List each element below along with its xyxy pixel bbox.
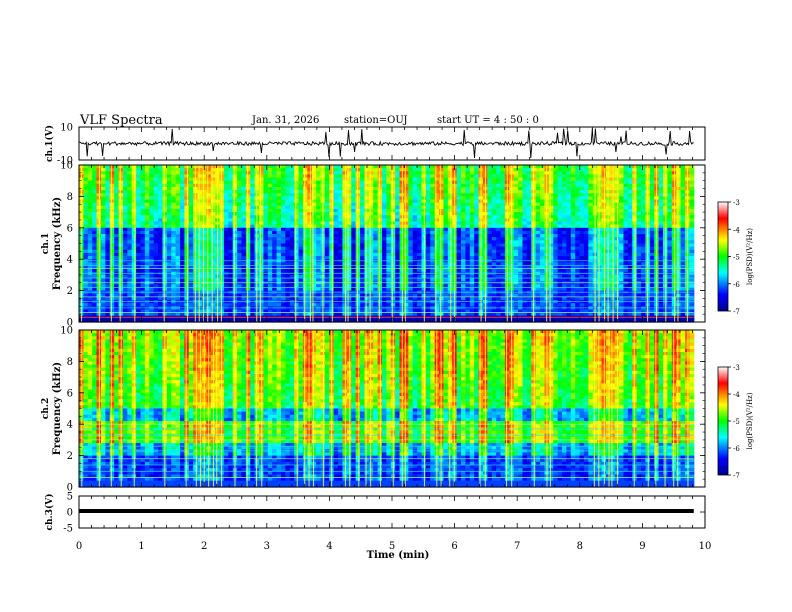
ch1-y-tick-label: 10	[60, 123, 73, 134]
ch2-colorbar	[717, 366, 729, 476]
figure-title: VLF Spectra	[80, 113, 163, 128]
spectrogram1-y-tick-label: 4	[67, 255, 73, 266]
x-axis-label: Time (min)	[367, 550, 430, 561]
observation-date: Jan. 31, 2026	[252, 115, 320, 126]
ch3-y-axis-label: ch.3(V)	[44, 494, 55, 531]
ch1-colorbar-tick-label: -3	[733, 199, 740, 207]
ch2-colorbar-tick-label: -6	[733, 445, 740, 453]
ch1-colorbar-tick-label: -7	[733, 308, 740, 316]
ch2-colorbar-tick-label: -3	[733, 364, 740, 372]
ch1-waveform-trace	[78, 128, 694, 159]
spectrogram2-y-tick-label: 2	[67, 451, 73, 462]
x-tick-label: 3	[264, 541, 270, 552]
ch2-spectrogram-channel-label: ch.2	[41, 398, 51, 419]
x-tick-label: 9	[639, 541, 645, 552]
ch1-colorbar-tick-label: -6	[733, 281, 740, 289]
ch1-spectrogram-channel-label: ch.1	[41, 233, 51, 254]
x-tick-label: 10	[699, 541, 712, 552]
spectrogram-2	[79, 330, 695, 488]
ch3-y-tick-label: 0	[67, 508, 73, 519]
ch3-waveform-trace	[79, 509, 694, 513]
ch3-y-tick-label: -5	[63, 524, 73, 535]
ch1-y-axis-label: ch.1(V)	[44, 125, 55, 162]
spectrogram2-y-tick-label: 8	[67, 357, 73, 368]
spectrogram1-y-tick-label: 10	[60, 161, 73, 172]
spectrogram1-y-tick-label: 0	[67, 318, 73, 329]
x-tick-label: 2	[201, 541, 207, 552]
spectrogram1-y-tick-label: 6	[67, 223, 73, 234]
ch1-spectrogram-y-axis-label: Frequency (kHz)	[52, 197, 63, 290]
ch2-colorbar-label: log(PSD)(V²/Hz)	[746, 392, 754, 449]
spectrogram1-y-tick-label: 2	[67, 286, 73, 297]
start-ut-label: start UT = 4 : 50 : 0	[437, 115, 539, 126]
ch2-colorbar-tick-label: -7	[733, 472, 740, 480]
spectrogram2-y-tick-label: 10	[60, 326, 73, 337]
x-tick-label: 0	[76, 541, 82, 552]
x-tick-label: 4	[326, 541, 332, 552]
spectrogram2-y-tick-label: 6	[67, 388, 73, 399]
spectrogram1-y-tick-label: 8	[67, 192, 73, 203]
x-tick-label: 7	[514, 541, 520, 552]
spectrogram-1	[79, 165, 695, 323]
ch1-colorbar-tick-label: -5	[733, 254, 740, 262]
ch1-colorbar-tick-label: -4	[733, 226, 740, 234]
x-tick-label: 5	[389, 541, 395, 552]
spectrogram2-y-tick-label: 4	[67, 420, 73, 431]
ch2-spectrogram-y-axis-label: Frequency (kHz)	[52, 362, 63, 455]
x-tick-label: 6	[451, 541, 457, 552]
x-tick-label: 1	[138, 541, 144, 552]
ch2-colorbar-tick-label: -5	[733, 418, 740, 426]
ch3-y-tick-label: 5	[67, 492, 73, 503]
ch1-colorbar-label: log(PSD)(V²/Hz)	[746, 228, 754, 285]
x-tick-label: 8	[577, 541, 583, 552]
ch1-y-tick-label: -10	[57, 156, 73, 167]
station-label: station=OUJ	[344, 115, 408, 126]
ch2-colorbar-tick-label: -4	[733, 391, 740, 399]
spectrogram2-y-tick-label: 0	[67, 483, 73, 494]
ch1-colorbar	[717, 201, 729, 312]
